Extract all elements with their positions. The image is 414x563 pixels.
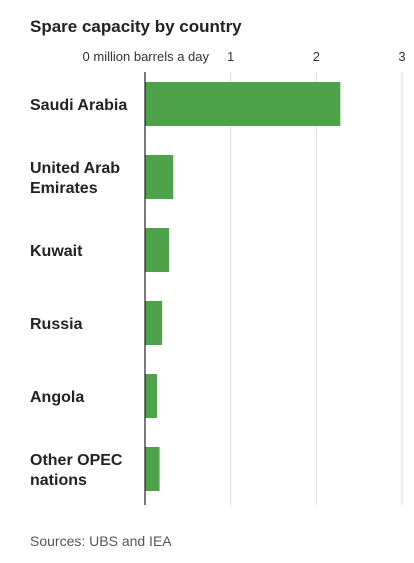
chart-title: Spare capacity by country [30, 17, 242, 36]
bar [145, 447, 160, 491]
bar [145, 228, 169, 272]
x-tick-label: 3 [398, 49, 405, 64]
category-label: Saudi Arabia [30, 97, 127, 114]
category-label: Kuwait [30, 243, 83, 260]
grid-layer [230, 72, 403, 505]
source-note: Sources: UBS and IEA [30, 533, 172, 549]
x-tick-label: 1 [227, 49, 234, 64]
bar [145, 301, 163, 345]
category-labels: Saudi Arabia United Arab Emirates Kuwait Rus… [30, 97, 127, 489]
category-label: Angola [30, 389, 84, 406]
category-label: Other OPEC nations [30, 452, 123, 489]
bar [145, 374, 157, 418]
tick-labels: 0 million barrels a day 1 2 3 [83, 49, 406, 64]
category-label: United Arab Emirates [30, 160, 120, 197]
category-label: Russia [30, 316, 83, 333]
bar [145, 155, 174, 199]
bar [145, 82, 341, 126]
x-tick-label: 2 [313, 49, 320, 64]
bars [145, 82, 341, 491]
x-tick-label: 0 million barrels a day [83, 49, 210, 64]
